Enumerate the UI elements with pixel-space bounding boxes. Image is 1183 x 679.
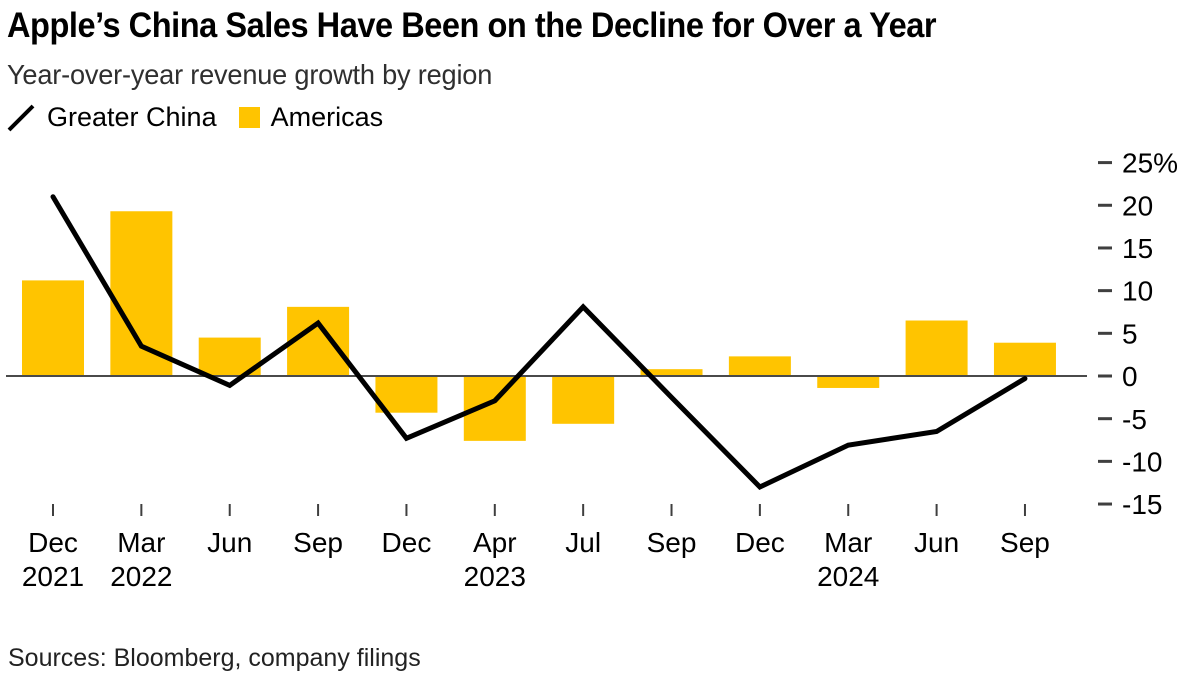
sources-note: Sources: Bloomberg, company filings bbox=[8, 644, 421, 672]
y-axis-tick-label: 5 bbox=[1122, 318, 1138, 349]
y-axis-tick-label: 15 bbox=[1122, 233, 1153, 264]
x-axis-month-label: Jun bbox=[914, 527, 959, 558]
legend: Greater China Americas bbox=[6, 102, 383, 133]
x-axis-year-label: 2023 bbox=[464, 561, 526, 592]
x-axis-month-label: Sep bbox=[647, 527, 697, 558]
x-axis-year-label: 2024 bbox=[817, 561, 879, 592]
bar-americas bbox=[640, 369, 703, 376]
y-axis-tick-label: -10 bbox=[1122, 446, 1162, 477]
bar-americas bbox=[552, 376, 615, 424]
line-greater-china bbox=[50, 194, 1028, 490]
x-axis-month-label: Dec bbox=[28, 527, 78, 558]
legend-item-greater-china: Greater China bbox=[6, 102, 217, 133]
x-axis-month-label: Jul bbox=[565, 527, 601, 558]
x-axis-month-label: Sep bbox=[1000, 527, 1050, 558]
bar-americas bbox=[287, 306, 350, 376]
y-axis-tick-label: 25% bbox=[1122, 148, 1178, 179]
y-axis-tick-label: -5 bbox=[1122, 404, 1147, 435]
bar-americas bbox=[22, 280, 84, 376]
x-axis-month-label: Mar bbox=[824, 527, 872, 558]
chart-subtitle: Year-over-year revenue growth by region bbox=[7, 59, 493, 90]
y-axis-tick-label: 10 bbox=[1122, 276, 1153, 307]
y-axis-tick-label: 0 bbox=[1122, 361, 1138, 392]
x-axis-month-label: Mar bbox=[117, 527, 165, 558]
bar-series-swatch-icon bbox=[238, 107, 260, 128]
x-axis-year-label: 2022 bbox=[110, 561, 172, 592]
bar-americas bbox=[817, 376, 880, 388]
bar-americas bbox=[375, 376, 438, 413]
chart-title: Apple’s China Sales Have Been on the Dec… bbox=[7, 6, 937, 45]
x-axis-month-label: Jun bbox=[207, 527, 252, 558]
legend-label-americas: Americas bbox=[270, 102, 384, 132]
legend-label-greater-china: Greater China bbox=[47, 102, 217, 132]
x-axis-month-label: Dec bbox=[735, 527, 785, 558]
y-axis-tick-label: 20 bbox=[1122, 190, 1153, 221]
bar-americas bbox=[110, 211, 173, 376]
legend-item-americas: Americas bbox=[238, 102, 384, 133]
x-axis-year-label: 2021 bbox=[22, 561, 84, 592]
bar-americas bbox=[728, 356, 791, 376]
bar-americas bbox=[905, 320, 968, 376]
y-axis-tick-label: -15 bbox=[1122, 489, 1162, 520]
x-axis-month-label: Apr bbox=[473, 527, 517, 558]
line-series-slash-icon bbox=[7, 104, 35, 131]
x-axis-month-label: Dec bbox=[382, 527, 432, 558]
x-axis-month-label: Sep bbox=[293, 527, 343, 558]
bar-americas bbox=[993, 342, 1056, 376]
